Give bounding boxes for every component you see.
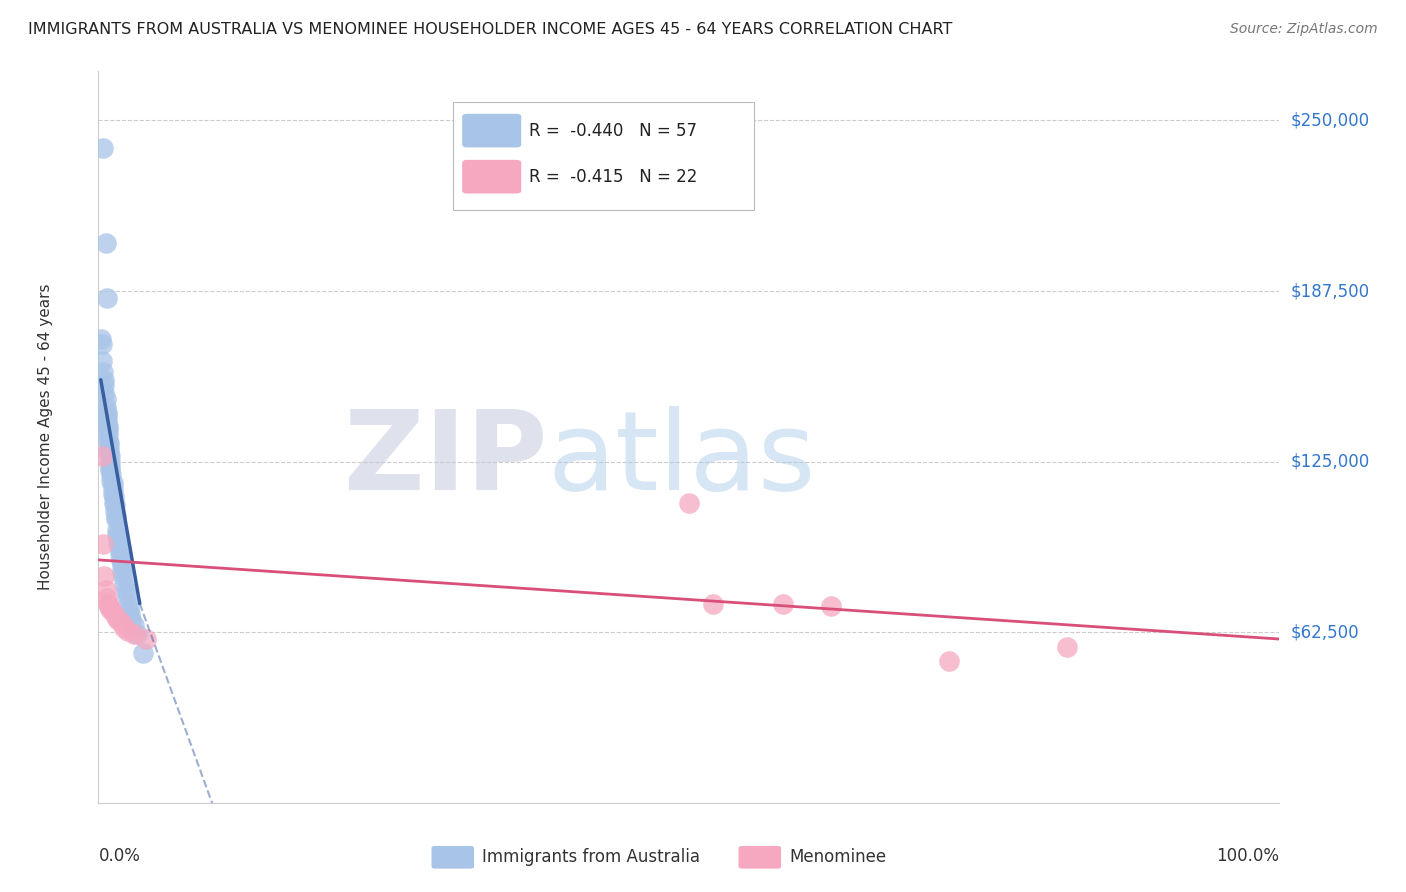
Point <box>105 509 128 524</box>
Point <box>120 607 142 622</box>
Text: $62,500: $62,500 <box>1291 624 1360 641</box>
Point <box>96 405 118 419</box>
Point <box>107 613 129 627</box>
Point <box>101 487 124 501</box>
Text: $125,000: $125,000 <box>1291 452 1369 471</box>
Text: Householder Income Ages 45 - 64 years: Householder Income Ages 45 - 64 years <box>38 284 53 591</box>
Point <box>98 602 121 616</box>
Point <box>98 599 121 614</box>
Point <box>93 386 115 401</box>
Point <box>97 419 120 434</box>
Point <box>97 427 120 442</box>
Point <box>98 449 121 463</box>
Point <box>91 536 114 550</box>
FancyBboxPatch shape <box>463 160 522 194</box>
Point <box>98 463 121 477</box>
Point <box>122 626 145 640</box>
Point <box>938 654 960 668</box>
Point <box>96 291 118 305</box>
Text: IMMIGRANTS FROM AUSTRALIA VS MENOMINEE HOUSEHOLDER INCOME AGES 45 - 64 YEARS COR: IMMIGRANTS FROM AUSTRALIA VS MENOMINEE H… <box>28 22 952 37</box>
Point <box>114 582 136 597</box>
Point <box>112 577 135 591</box>
Text: $187,500: $187,500 <box>1291 282 1369 300</box>
Point <box>98 460 121 475</box>
Point <box>93 373 115 387</box>
Point <box>678 495 700 509</box>
Point <box>104 504 127 518</box>
Point <box>122 618 145 632</box>
Point <box>101 605 124 619</box>
Point <box>91 365 114 379</box>
Point <box>90 332 112 346</box>
Point <box>111 558 134 573</box>
Point <box>91 353 114 368</box>
Point <box>103 490 125 504</box>
Point <box>108 541 131 556</box>
Point <box>101 476 124 491</box>
Point <box>91 449 114 463</box>
Point <box>121 613 143 627</box>
Point <box>91 141 114 155</box>
Point <box>107 531 129 545</box>
Point <box>98 441 121 455</box>
Point <box>820 599 842 614</box>
Point <box>105 610 128 624</box>
Point <box>117 624 139 638</box>
Text: Immigrants from Australia: Immigrants from Australia <box>482 848 700 866</box>
Point <box>97 597 120 611</box>
Point <box>94 582 117 597</box>
Point <box>127 626 149 640</box>
Point <box>97 422 120 436</box>
Point <box>94 236 117 251</box>
Point <box>91 337 114 351</box>
Point <box>98 455 121 469</box>
Point <box>98 446 121 460</box>
Text: R =  -0.440   N = 57: R = -0.440 N = 57 <box>530 121 697 140</box>
Point <box>94 392 117 406</box>
Point <box>107 536 129 550</box>
FancyBboxPatch shape <box>463 114 522 147</box>
Point <box>94 400 117 414</box>
Point <box>105 512 128 526</box>
Point <box>96 414 118 428</box>
FancyBboxPatch shape <box>738 846 782 869</box>
Point <box>702 597 724 611</box>
Point <box>108 548 131 562</box>
Point <box>772 597 794 611</box>
Point <box>101 482 124 496</box>
Point <box>112 621 135 635</box>
Point <box>115 588 138 602</box>
Point <box>93 569 115 583</box>
Point <box>118 602 141 616</box>
Point <box>105 523 128 537</box>
Point <box>100 474 122 488</box>
Text: $250,000: $250,000 <box>1291 112 1369 129</box>
Point <box>1056 640 1078 655</box>
Point <box>104 498 127 512</box>
Point <box>110 553 132 567</box>
Text: ZIP: ZIP <box>344 406 547 513</box>
Point <box>96 591 118 606</box>
Point <box>96 409 118 423</box>
Point <box>100 468 122 483</box>
Text: 0.0%: 0.0% <box>98 847 141 864</box>
FancyBboxPatch shape <box>432 846 474 869</box>
Point <box>111 615 134 630</box>
Point <box>117 597 139 611</box>
FancyBboxPatch shape <box>453 102 754 211</box>
Text: atlas: atlas <box>547 406 815 513</box>
Point <box>98 435 121 450</box>
Point <box>132 646 155 660</box>
Text: Menominee: Menominee <box>789 848 886 866</box>
Point <box>135 632 157 646</box>
Point <box>111 564 134 578</box>
Point <box>93 378 115 392</box>
Point <box>103 495 125 509</box>
Point <box>105 528 128 542</box>
Point <box>112 569 135 583</box>
Text: R =  -0.415   N = 22: R = -0.415 N = 22 <box>530 168 697 186</box>
Text: 100.0%: 100.0% <box>1216 847 1279 864</box>
Point <box>97 433 120 447</box>
Text: Source: ZipAtlas.com: Source: ZipAtlas.com <box>1230 22 1378 37</box>
